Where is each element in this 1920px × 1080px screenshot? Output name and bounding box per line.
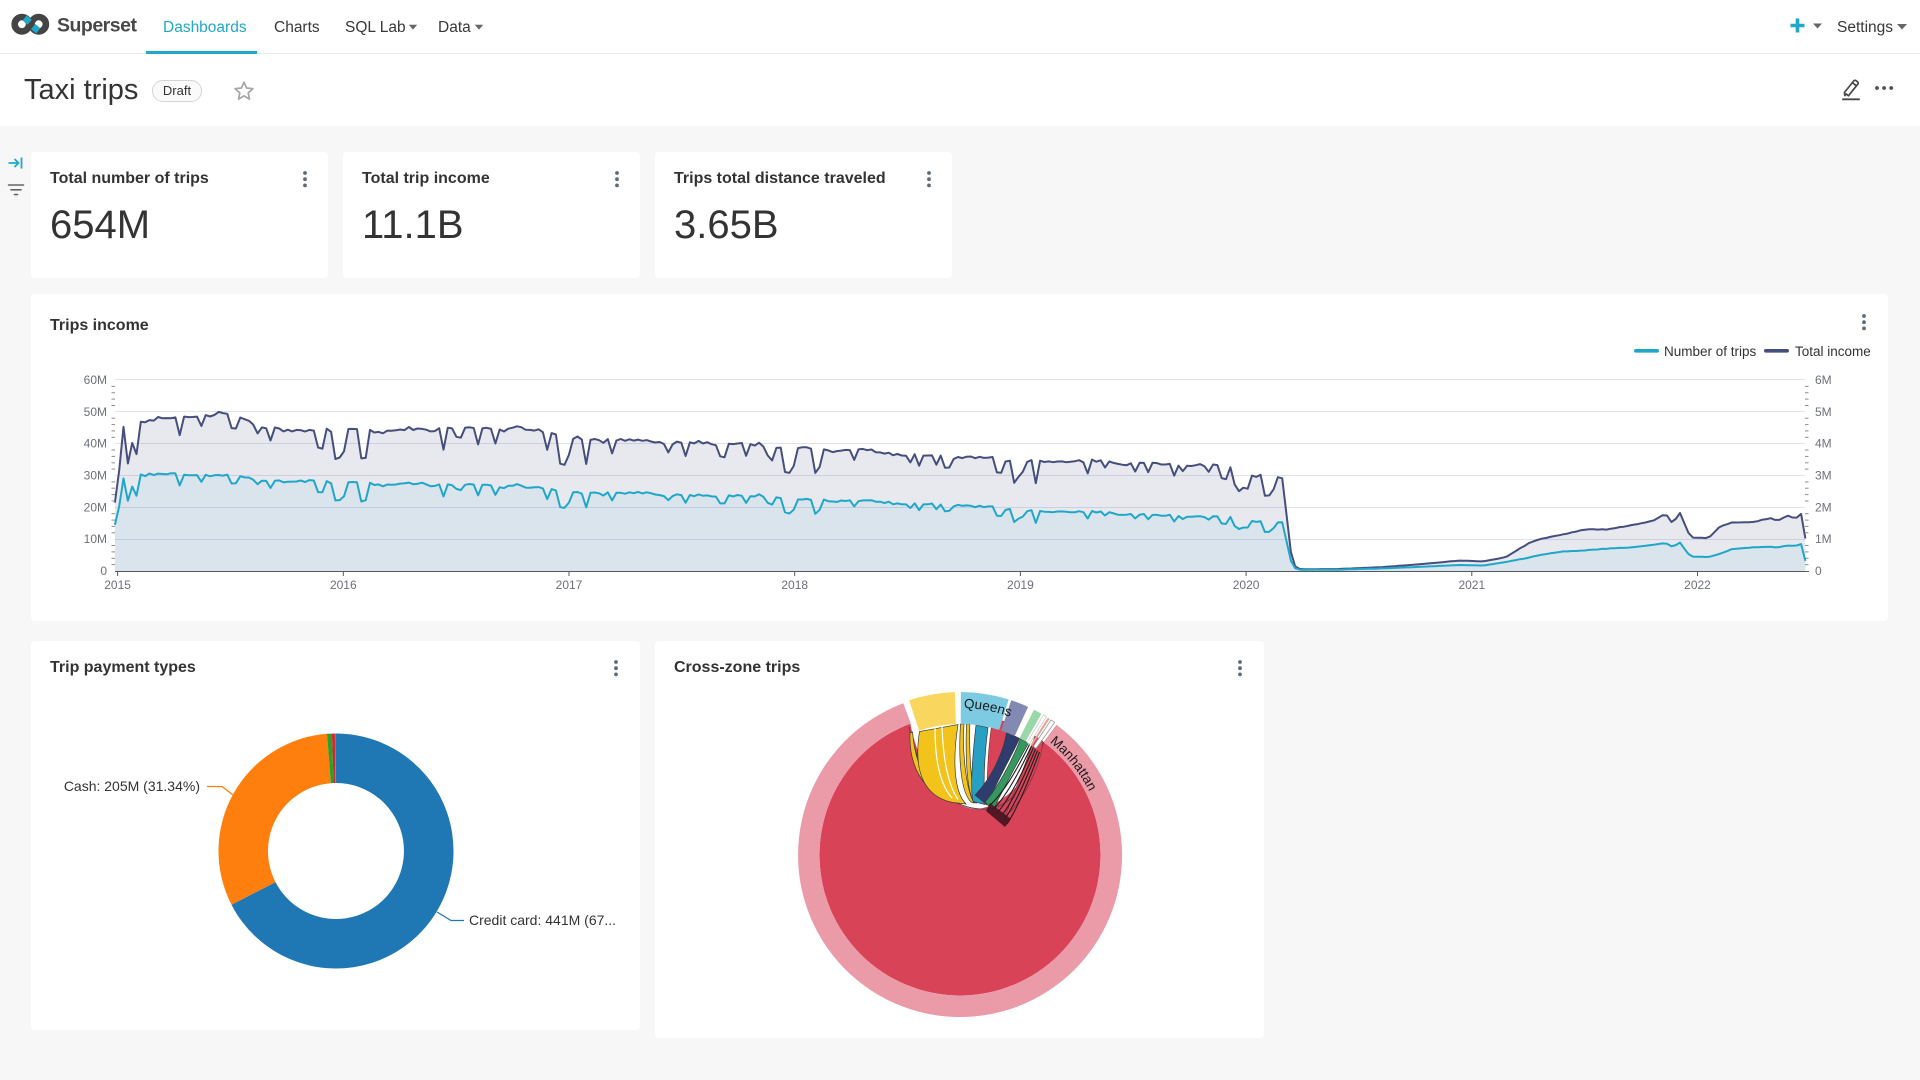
- svg-text:Credit card: 441M (67...: Credit card: 441M (67...: [469, 912, 616, 928]
- svg-text:2020: 2020: [1233, 578, 1260, 592]
- svg-text:Number of trips: Number of trips: [1664, 344, 1757, 359]
- svg-text:2018: 2018: [781, 578, 808, 592]
- svg-text:2017: 2017: [556, 578, 583, 592]
- svg-text:2016: 2016: [330, 578, 357, 592]
- svg-text:2021: 2021: [1458, 578, 1485, 592]
- svg-text:Superset: Superset: [57, 15, 137, 37]
- svg-text:40M: 40M: [84, 437, 107, 451]
- svg-text:2022: 2022: [1684, 578, 1711, 592]
- svg-text:60M: 60M: [84, 373, 107, 387]
- svg-text:2019: 2019: [1007, 578, 1034, 592]
- svg-text:2M: 2M: [1815, 500, 1832, 514]
- svg-text:0: 0: [100, 564, 107, 578]
- svg-text:Cash: 205M (31.34%): Cash: 205M (31.34%): [64, 778, 200, 794]
- svg-text:20M: 20M: [84, 500, 107, 514]
- svg-text:10M: 10M: [84, 532, 107, 546]
- svg-text:3M: 3M: [1815, 469, 1832, 483]
- svg-text:50M: 50M: [84, 405, 107, 419]
- svg-text:30M: 30M: [84, 469, 107, 483]
- svg-text:0: 0: [1815, 564, 1822, 578]
- svg-text:4M: 4M: [1815, 437, 1832, 451]
- svg-text:2015: 2015: [104, 578, 131, 592]
- svg-text:1M: 1M: [1815, 532, 1832, 546]
- svg-text:Total income: Total income: [1795, 344, 1871, 359]
- svg-text:6M: 6M: [1815, 373, 1832, 387]
- svg-text:5M: 5M: [1815, 405, 1832, 419]
